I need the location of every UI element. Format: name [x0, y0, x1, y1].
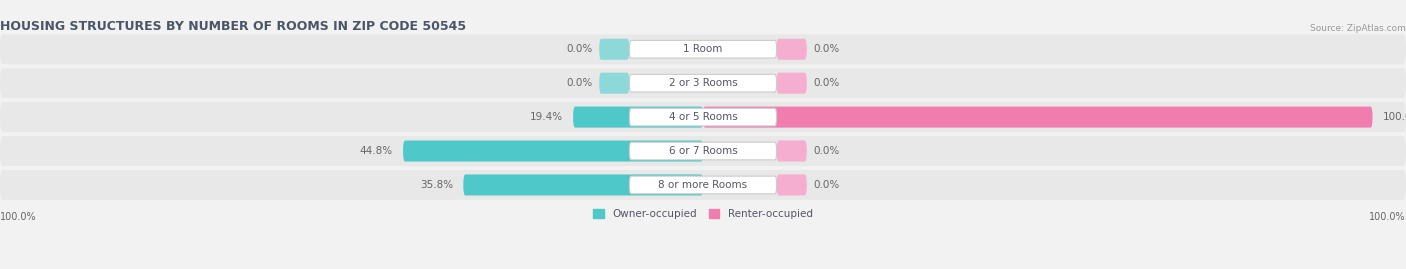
Text: 8 or more Rooms: 8 or more Rooms: [658, 180, 748, 190]
Text: 4 or 5 Rooms: 4 or 5 Rooms: [669, 112, 737, 122]
Text: 35.8%: 35.8%: [420, 180, 453, 190]
Text: 0.0%: 0.0%: [814, 78, 839, 88]
Text: 0.0%: 0.0%: [567, 44, 592, 54]
Text: 0.0%: 0.0%: [814, 180, 839, 190]
FancyBboxPatch shape: [0, 68, 1406, 98]
FancyBboxPatch shape: [0, 170, 1406, 200]
Text: HOUSING STRUCTURES BY NUMBER OF ROOMS IN ZIP CODE 50545: HOUSING STRUCTURES BY NUMBER OF ROOMS IN…: [0, 20, 467, 33]
Text: 6 or 7 Rooms: 6 or 7 Rooms: [669, 146, 737, 156]
FancyBboxPatch shape: [630, 40, 776, 58]
FancyBboxPatch shape: [0, 34, 1406, 64]
Text: 100.0%: 100.0%: [0, 212, 37, 222]
FancyBboxPatch shape: [0, 136, 1406, 166]
FancyBboxPatch shape: [703, 107, 1372, 128]
FancyBboxPatch shape: [776, 174, 807, 196]
Text: 0.0%: 0.0%: [814, 146, 839, 156]
FancyBboxPatch shape: [630, 176, 776, 194]
FancyBboxPatch shape: [776, 39, 807, 60]
FancyBboxPatch shape: [0, 102, 1406, 132]
FancyBboxPatch shape: [630, 142, 776, 160]
Text: 100.0%: 100.0%: [1369, 212, 1406, 222]
FancyBboxPatch shape: [630, 108, 776, 126]
Text: 100.0%: 100.0%: [1382, 112, 1406, 122]
Text: 19.4%: 19.4%: [530, 112, 562, 122]
Text: 1 Room: 1 Room: [683, 44, 723, 54]
FancyBboxPatch shape: [574, 107, 703, 128]
FancyBboxPatch shape: [599, 73, 630, 94]
FancyBboxPatch shape: [776, 73, 807, 94]
Text: Source: ZipAtlas.com: Source: ZipAtlas.com: [1310, 24, 1406, 33]
Legend: Owner-occupied, Renter-occupied: Owner-occupied, Renter-occupied: [593, 209, 813, 219]
FancyBboxPatch shape: [464, 174, 703, 196]
FancyBboxPatch shape: [404, 140, 703, 162]
FancyBboxPatch shape: [776, 140, 807, 162]
Text: 2 or 3 Rooms: 2 or 3 Rooms: [669, 78, 737, 88]
Text: 0.0%: 0.0%: [814, 44, 839, 54]
FancyBboxPatch shape: [630, 74, 776, 92]
Text: 44.8%: 44.8%: [360, 146, 394, 156]
Text: 0.0%: 0.0%: [567, 78, 592, 88]
FancyBboxPatch shape: [599, 39, 630, 60]
